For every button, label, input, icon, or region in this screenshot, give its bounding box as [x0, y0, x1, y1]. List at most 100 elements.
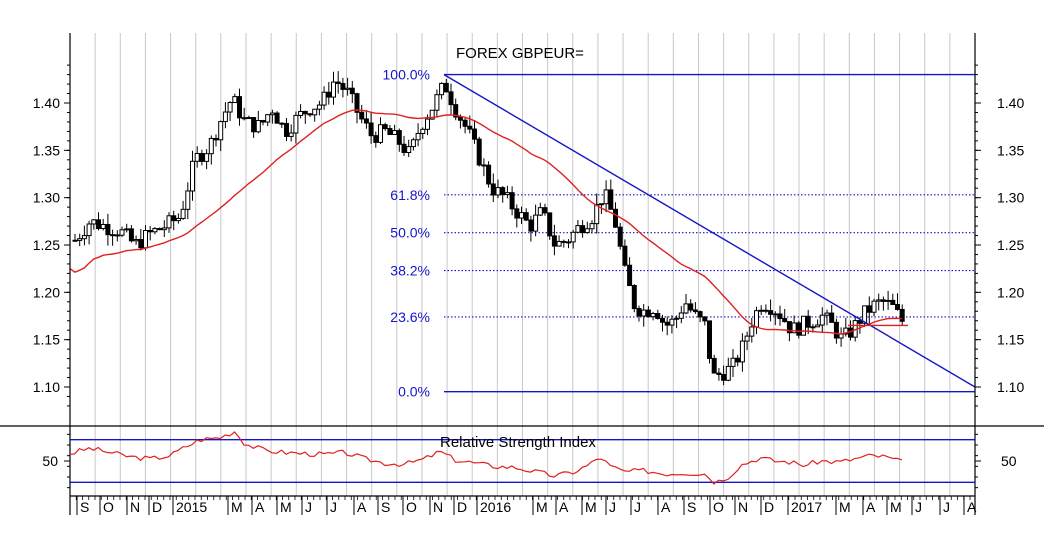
candle-body	[791, 322, 797, 334]
month-label: 2015	[176, 499, 207, 515]
candle-body	[598, 203, 604, 206]
candle-body	[570, 231, 576, 243]
candle-body	[354, 93, 360, 113]
candle-body	[829, 312, 835, 323]
candle-body	[448, 91, 454, 106]
candle-body	[796, 322, 802, 336]
month-label: S	[687, 499, 696, 515]
candle-body	[608, 189, 614, 210]
month-label: M	[280, 499, 292, 515]
candle-body	[157, 228, 163, 231]
candle-body	[744, 335, 750, 342]
candle-body	[885, 299, 891, 302]
month-label: J	[915, 499, 922, 515]
candle-body	[439, 82, 445, 96]
candle-body	[627, 264, 633, 287]
month-label: A	[357, 499, 367, 515]
candle-body	[561, 240, 567, 243]
month-label: M	[890, 499, 902, 515]
candle-body	[707, 320, 712, 359]
y-tick-label-right: 1.40	[997, 95, 1024, 111]
candle-body	[801, 315, 806, 336]
candle-body	[335, 81, 341, 85]
candle-body	[467, 125, 473, 130]
candle-body	[255, 119, 261, 133]
candle-body	[692, 309, 698, 313]
candle-body	[260, 119, 266, 123]
candle-body	[688, 303, 694, 311]
candle-body	[143, 230, 148, 249]
candle-body	[138, 239, 144, 249]
month-label: M	[585, 499, 597, 515]
candle-body	[152, 228, 158, 233]
candle-body	[655, 313, 661, 319]
candle-body	[716, 372, 722, 375]
fib-label: 100.0%	[383, 67, 430, 83]
y-tick-label-left: 1.25	[33, 237, 60, 253]
candle-body	[678, 312, 684, 319]
grid-lines	[69, 33, 976, 496]
y-tick-label-right: 1.30	[997, 190, 1024, 206]
candle-body	[899, 308, 905, 322]
candle-body	[443, 82, 449, 93]
candle-body	[721, 373, 727, 381]
candle-body	[486, 164, 492, 185]
candle-body	[575, 225, 581, 233]
y-tick-label-left: 1.30	[33, 190, 60, 206]
candle-body	[674, 317, 680, 320]
candle-body	[683, 303, 689, 314]
candle-body	[396, 130, 402, 145]
month-label: M	[231, 499, 243, 515]
moving-average-line	[69, 109, 903, 335]
month-label: J	[943, 499, 950, 515]
candle-body	[246, 117, 252, 120]
candle-body	[175, 217, 181, 222]
candle-body	[340, 83, 346, 90]
y-tick-label-left: 1.15	[33, 332, 60, 348]
rsi-line	[69, 431, 903, 485]
candle-body	[86, 223, 92, 237]
candle-body	[537, 207, 543, 216]
month-label: O	[713, 499, 724, 515]
candle-body	[331, 81, 336, 98]
candle-body	[504, 192, 510, 196]
month-label: A	[866, 499, 876, 515]
candle-body	[298, 110, 304, 116]
candle-body	[213, 137, 219, 141]
candle-body	[161, 227, 167, 231]
y-tick-label-left: 1.10	[33, 379, 60, 395]
candle-body	[434, 94, 440, 111]
y-tick-label-right: 1.10	[997, 379, 1024, 395]
candle-body	[96, 219, 101, 230]
candle-body	[128, 228, 134, 242]
candle-body	[815, 324, 821, 328]
candle-body	[114, 234, 120, 237]
overlay-lines	[69, 73, 976, 388]
candle-body	[594, 203, 600, 225]
candle-body	[293, 114, 299, 134]
candle-body	[739, 340, 745, 363]
candle-body	[180, 208, 186, 219]
month-label: N	[433, 499, 443, 515]
candle-body	[321, 91, 327, 106]
candle-body	[810, 326, 816, 329]
rsi-panel: 50 50	[42, 431, 1017, 489]
candle-body	[824, 312, 830, 316]
chart-title: FOREX GBPEUR=	[456, 45, 584, 62]
candle-body	[664, 321, 670, 326]
candle-body	[274, 112, 280, 124]
candle-body	[556, 240, 562, 247]
y-tick-label-left: 1.35	[33, 142, 60, 158]
candle-body	[462, 119, 468, 127]
candle-body	[711, 357, 717, 374]
month-label: O	[406, 499, 417, 515]
candle-body	[199, 153, 205, 162]
candle-body	[603, 189, 609, 205]
month-label: D	[764, 499, 774, 515]
candle-body	[251, 117, 257, 133]
candle-body	[669, 318, 675, 326]
candle-body	[617, 226, 623, 247]
candle-body	[105, 223, 111, 236]
candle-body	[725, 365, 731, 381]
candle-body	[284, 122, 289, 137]
